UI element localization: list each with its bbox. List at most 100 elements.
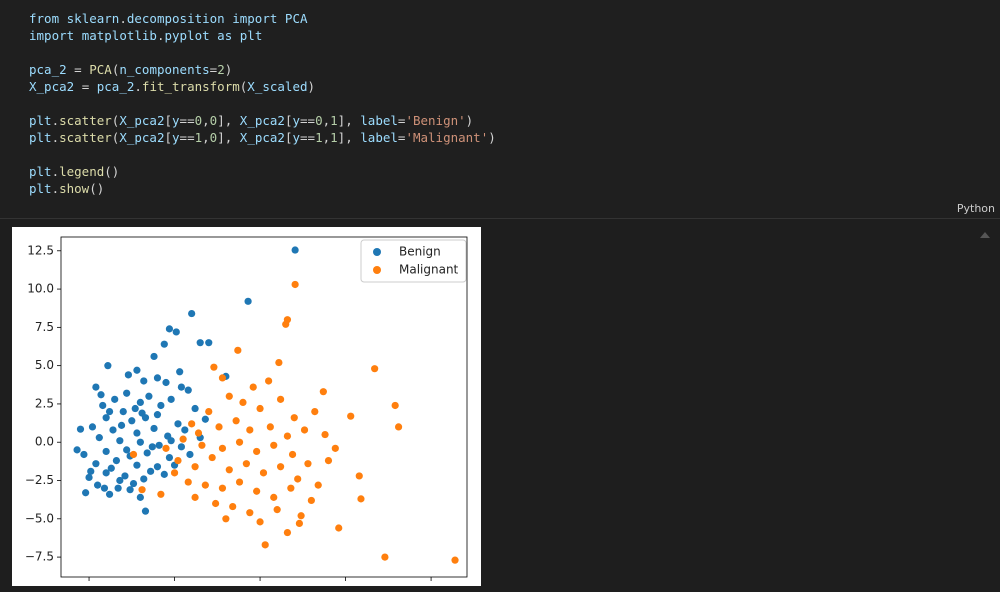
point [92, 460, 100, 468]
point [109, 426, 117, 434]
point [105, 490, 114, 498]
y-tick-label: −7.5 [25, 550, 54, 564]
point [167, 395, 175, 403]
point [157, 490, 165, 498]
point [235, 438, 244, 446]
point [256, 404, 264, 413]
point [174, 457, 182, 465]
point [270, 493, 278, 501]
point [186, 450, 194, 459]
point [177, 443, 185, 451]
point [188, 420, 196, 428]
point [234, 346, 242, 354]
point [160, 340, 168, 348]
y-tick-label: 2.5 [35, 396, 54, 410]
point [85, 473, 93, 482]
point [162, 378, 170, 387]
point [155, 441, 163, 449]
code-line: plt.show() [29, 181, 105, 196]
point [201, 481, 209, 489]
point [145, 392, 153, 400]
scroll-up-icon[interactable] [979, 230, 991, 240]
point [194, 429, 203, 437]
point [229, 502, 237, 511]
point [123, 389, 131, 397]
code-cell[interactable]: from sklearn.decomposition import PCA imp… [0, 0, 1000, 219]
code-line: X_pca2 = pca_2.fit_transform(X_scaled) [29, 79, 316, 94]
point [357, 495, 365, 503]
point [307, 496, 315, 505]
point [128, 417, 136, 425]
point [140, 475, 148, 483]
point [184, 478, 192, 486]
point [82, 489, 90, 497]
point [112, 457, 121, 465]
point [321, 430, 329, 439]
point [191, 493, 199, 501]
point [215, 423, 223, 431]
point [218, 444, 227, 452]
point [314, 481, 322, 489]
point [133, 461, 141, 469]
point [140, 377, 148, 385]
point [196, 339, 204, 347]
code-line: pca_2 = PCA(n_components=2) [29, 62, 233, 77]
point [205, 339, 213, 347]
point [184, 386, 192, 394]
point [174, 420, 182, 428]
point [102, 447, 110, 456]
point [275, 358, 283, 367]
point [153, 374, 162, 382]
point [150, 352, 158, 361]
point [210, 363, 218, 371]
point [218, 484, 227, 492]
legend-label: Malignant [399, 263, 459, 277]
y-tick-label: −5.0 [25, 511, 54, 525]
point [276, 395, 285, 403]
point [148, 443, 156, 451]
point [87, 467, 95, 475]
point [104, 362, 112, 370]
point [198, 441, 206, 449]
point [287, 484, 295, 492]
blank-line [29, 95, 496, 112]
point [246, 509, 254, 517]
point [232, 417, 240, 425]
point [179, 435, 187, 443]
point [107, 464, 115, 472]
y-tick-label: 7.5 [35, 320, 54, 334]
point [172, 328, 180, 336]
point [201, 415, 209, 423]
code-editor[interactable]: from sklearn.decomposition import PCA imp… [29, 10, 496, 197]
point [283, 528, 292, 537]
point [177, 383, 185, 391]
point [123, 446, 131, 454]
point [133, 429, 141, 437]
point [259, 469, 268, 477]
point [205, 407, 213, 416]
language-label[interactable]: Python [956, 202, 995, 215]
point [246, 426, 254, 434]
point [253, 487, 261, 495]
point [244, 297, 252, 305]
point [136, 398, 144, 407]
point [451, 556, 459, 564]
point [291, 246, 299, 254]
point [162, 444, 170, 452]
point [300, 426, 309, 434]
point [102, 414, 110, 422]
point [136, 493, 144, 501]
point [80, 450, 88, 459]
legend-marker [373, 266, 381, 274]
point [225, 466, 233, 474]
point [160, 470, 168, 478]
point [114, 484, 122, 492]
point [157, 401, 165, 410]
point [138, 409, 146, 417]
y-tick-label: −2.5 [25, 473, 54, 487]
y-tick-label: 10.0 [27, 282, 54, 296]
point [304, 460, 312, 468]
point [319, 388, 327, 396]
point [141, 507, 150, 515]
point [347, 412, 355, 420]
